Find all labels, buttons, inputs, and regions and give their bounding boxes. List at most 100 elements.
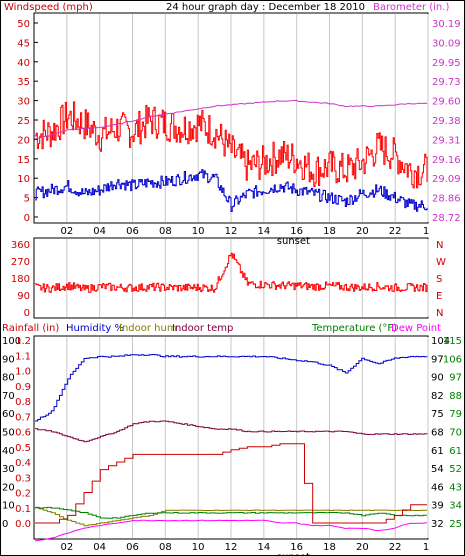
- y-tick-inner: 104: [431, 336, 450, 347]
- y-tick-temperature: 115: [443, 336, 462, 347]
- series-temperature: [35, 506, 427, 519]
- y-tick-windspeed: 20: [17, 135, 30, 146]
- y-tick-windspeed: 40: [17, 58, 30, 69]
- y-tick-humidity: 90: [2, 354, 15, 365]
- dewpoint-label: Dew Point: [391, 323, 441, 334]
- series-barometer: [34, 99, 428, 140]
- x-tick-label: 1: [423, 542, 429, 553]
- series-humidity: [35, 354, 428, 422]
- y-tick-rainfall: 0.4: [15, 458, 31, 469]
- y-tick-rainfall: 0.8: [15, 397, 31, 408]
- x-tick-label: 04: [93, 542, 106, 553]
- y-tick-windspeed: 30: [17, 97, 30, 108]
- x-tick-label: 06: [126, 226, 139, 237]
- y-tick-windspeed: 25: [17, 116, 30, 127]
- y-tick-humidity: 50: [2, 428, 15, 439]
- y-tick-temperature: 70: [449, 428, 462, 439]
- y-tick-barometer: 29.73: [432, 77, 461, 88]
- y-tick-windspeed: 10: [17, 174, 30, 185]
- y-tick-humidity: 30: [2, 464, 15, 475]
- x-tick-label: 1: [423, 226, 429, 237]
- series-rainfall: [35, 443, 427, 524]
- y-tick-barometer: 29.95: [432, 58, 461, 69]
- y-tick-windspeed: 35: [17, 77, 30, 88]
- y-tick-rainfall: 1.1: [15, 351, 31, 362]
- y-tick-barometer: 28.86: [432, 194, 461, 205]
- y-tick-direction: 270: [11, 257, 30, 268]
- x-tick-label: 04: [93, 226, 106, 237]
- y-tick-rainfall: 0.2: [15, 489, 31, 500]
- x-tick-label: 22: [389, 226, 402, 237]
- y-tick-direction: 360: [11, 240, 30, 251]
- y-tick-compass: E: [436, 291, 442, 302]
- y-tick-barometer: 29.09: [432, 174, 461, 185]
- y-tick-windspeed: 0: [24, 213, 30, 224]
- y-tick-temperature: 61: [449, 446, 462, 457]
- y-tick-rainfall: 0.0: [15, 519, 31, 530]
- y-tick-windspeed: 15: [17, 155, 30, 166]
- y-tick-temperature: 106: [443, 354, 462, 365]
- x-tick-label: 14: [257, 542, 270, 553]
- y-tick-inner: 75: [431, 409, 444, 420]
- series-indoor-temp: [35, 420, 428, 443]
- rainfall-label: Rainfall (in): [2, 323, 59, 334]
- indoor-hum-label: Indoor hum: [119, 323, 177, 334]
- sunset-label: sunset: [277, 552, 310, 556]
- y-tick-compass: W: [436, 257, 446, 268]
- y-tick-compass: N: [436, 308, 443, 319]
- y-tick-humidity: 10: [2, 501, 15, 512]
- x-tick-label: 06: [126, 542, 139, 553]
- header-title: 24 hour graph day : December 18 2010: [166, 2, 365, 13]
- y-tick-humidity: 60: [2, 409, 15, 420]
- y-tick-humidity: 70: [2, 391, 15, 402]
- x-tick-label: 10: [192, 226, 205, 237]
- y-tick-rainfall: 0.5: [15, 443, 31, 454]
- y-tick-temperature: 25: [449, 519, 462, 530]
- y-tick-compass: N: [436, 240, 443, 251]
- x-tick-label: 20: [356, 542, 369, 553]
- y-tick-windspeed: 5: [24, 194, 30, 205]
- x-tick-label: 08: [159, 542, 172, 553]
- y-tick-inner: 39: [431, 501, 444, 512]
- y-tick-temperature: 79: [449, 409, 462, 420]
- y-tick-humidity: 40: [2, 446, 15, 457]
- y-tick-barometer: 29.31: [432, 135, 461, 146]
- x-tick-label: 18: [323, 226, 336, 237]
- y-tick-windspeed: 45: [17, 38, 30, 49]
- x-tick-label: 02: [60, 226, 73, 237]
- x-tick-label: 12: [225, 542, 238, 553]
- y-tick-direction: 90: [17, 291, 30, 302]
- y-tick-temperature: 97: [449, 373, 462, 384]
- x-tick-label: 08: [159, 226, 172, 237]
- y-tick-temperature: 88: [449, 391, 462, 402]
- series-gust: [35, 101, 428, 189]
- y-tick-barometer: 29.38: [432, 116, 461, 127]
- y-tick-compass: S: [436, 274, 442, 285]
- y-tick-barometer: 30.19: [432, 19, 461, 30]
- temperature-label: Temperature (°F): [311, 323, 397, 334]
- y-tick-rainfall: 0.7: [15, 412, 31, 423]
- humidity-label: Humidity %: [66, 323, 124, 334]
- x-tick-label: 10: [192, 542, 205, 553]
- y-tick-inner: 68: [431, 428, 444, 439]
- y-tick-rainfall: 0.6: [15, 428, 31, 439]
- y-tick-humidity: 100: [2, 336, 21, 347]
- y-tick-windspeed: 50: [17, 19, 30, 30]
- y-tick-inner: 32: [431, 519, 444, 530]
- header-right: Barometer (in.): [373, 2, 449, 13]
- y-tick-rainfall: 1.0: [15, 367, 31, 378]
- series-indoor-hum: [35, 507, 428, 527]
- series-direction: [35, 252, 428, 293]
- y-tick-barometer: 30.09: [432, 38, 461, 49]
- x-tick-label: 22: [389, 542, 402, 553]
- x-tick-label: 12: [225, 226, 238, 237]
- y-tick-barometer: 28.72: [432, 213, 461, 224]
- header-left: Windspeed (mph): [4, 2, 93, 13]
- x-tick-label: 16: [290, 542, 303, 553]
- y-tick-barometer: 29.60: [432, 97, 461, 108]
- y-tick-rainfall: 1.2: [15, 336, 31, 347]
- y-tick-humidity: 80: [2, 373, 15, 384]
- y-tick-humidity: 20: [2, 482, 15, 493]
- x-tick-label: 16: [290, 226, 303, 237]
